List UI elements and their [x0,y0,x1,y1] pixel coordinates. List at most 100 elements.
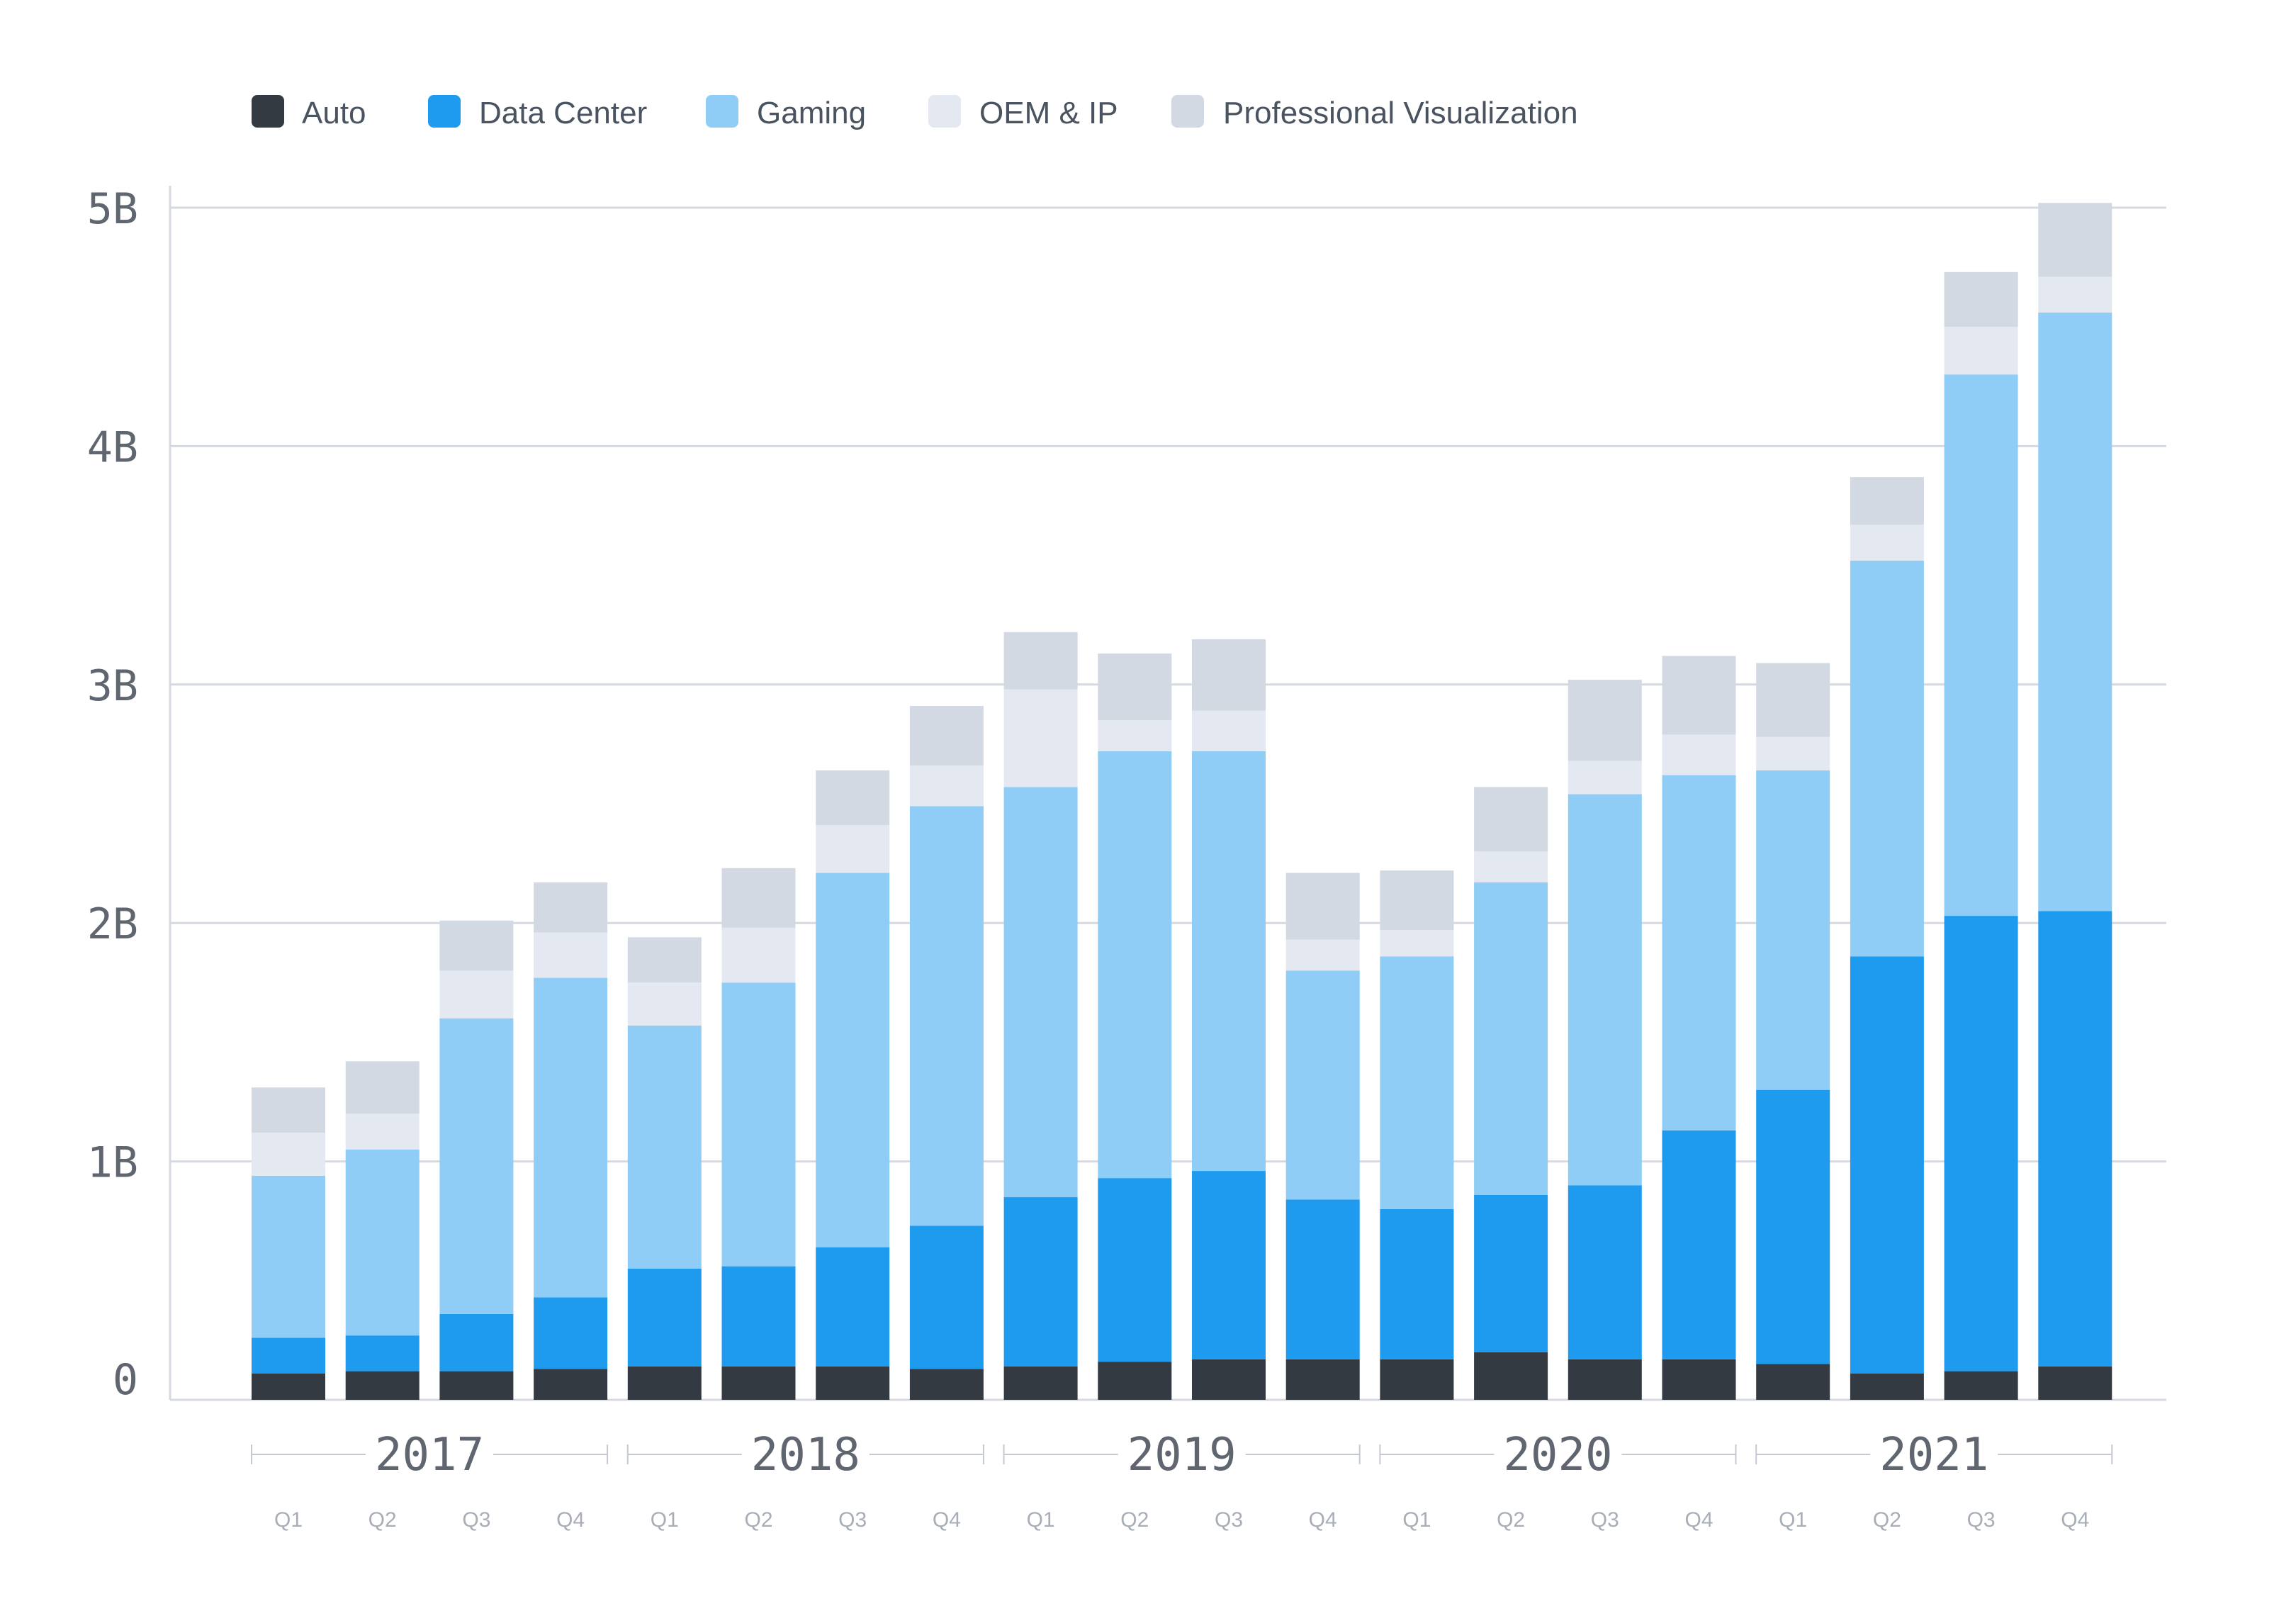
bar-gaming[interactable] [534,977,608,1298]
bar-professional-visualization[interactable] [1003,632,1078,690]
bar-auto[interactable] [627,1366,702,1400]
bar-auto[interactable] [1003,1366,1078,1400]
bar-professional-visualization[interactable] [1662,656,1736,735]
bar-gaming[interactable] [2038,313,2112,911]
bar-data-center[interactable] [1380,1208,1454,1359]
bar-gaming[interactable] [909,806,984,1226]
bar-oem-ip[interactable] [534,932,608,978]
bar-professional-visualization[interactable] [816,770,890,826]
bar-professional-visualization[interactable] [909,706,984,766]
bar-professional-visualization[interactable] [721,868,796,928]
bar-auto[interactable] [1474,1352,1548,1400]
bar-gaming[interactable] [627,1025,702,1269]
bar-data-center[interactable] [721,1266,796,1367]
bar-oem-ip[interactable] [1756,736,1830,770]
legend-item-professional-visualization[interactable]: Professional Visualization [1171,95,1578,130]
legend-item-auto[interactable]: Auto [252,95,366,130]
legend-item-data-center[interactable]: Data Center [428,95,647,130]
bar-gaming[interactable] [1003,787,1078,1198]
bar-data-center[interactable] [1662,1130,1736,1359]
bar-auto[interactable] [1192,1359,1266,1400]
bar-auto[interactable] [1662,1359,1736,1400]
bar-professional-visualization[interactable] [439,920,514,971]
bar-data-center[interactable] [2038,911,2112,1367]
bar-oem-ip[interactable] [252,1133,325,1176]
bar-gaming[interactable] [1098,751,1172,1179]
bar-gaming[interactable] [1662,775,1736,1130]
bar-data-center[interactable] [1474,1194,1548,1352]
bar-data-center[interactable] [1098,1178,1172,1362]
bar-oem-ip[interactable] [1285,939,1360,971]
bar-auto[interactable] [1944,1371,2018,1400]
bar-oem-ip[interactable] [1474,851,1548,883]
bar-data-center[interactable] [1756,1089,1830,1364]
bar-data-center[interactable] [345,1335,420,1371]
bar-oem-ip[interactable] [2038,276,2112,313]
bar-oem-ip[interactable] [816,825,890,873]
bar-oem-ip[interactable] [1944,327,2018,375]
bar-professional-visualization[interactable] [1285,872,1360,940]
bar-gaming[interactable] [1944,374,2018,916]
bar-oem-ip[interactable] [627,982,702,1026]
bar-professional-visualization[interactable] [1850,477,1924,525]
bar-professional-visualization[interactable] [1098,653,1172,721]
bar-data-center[interactable] [1568,1185,1642,1359]
legend-item-oem-ip[interactable]: OEM & IP [928,95,1118,130]
bar-gaming[interactable] [816,872,890,1247]
bar-professional-visualization[interactable] [345,1061,420,1114]
bar-oem-ip[interactable] [1662,734,1736,775]
bar-gaming[interactable] [1285,970,1360,1200]
bar-auto[interactable] [534,1369,608,1400]
legend-item-gaming[interactable]: Gaming [706,95,866,130]
bar-gaming[interactable] [1474,882,1548,1195]
bar-auto[interactable] [816,1366,890,1400]
bar-auto[interactable] [1850,1373,1924,1400]
bar-professional-visualization[interactable] [627,937,702,983]
bar-professional-visualization[interactable] [534,882,608,933]
bar-professional-visualization[interactable] [252,1087,325,1133]
bar-auto[interactable] [345,1371,420,1400]
bar-professional-visualization[interactable] [2038,203,2112,277]
bar-auto[interactable] [1098,1362,1172,1400]
bar-auto[interactable] [439,1371,514,1400]
bar-gaming[interactable] [1850,560,1924,957]
bar-auto[interactable] [1285,1359,1360,1400]
bar-data-center[interactable] [1944,916,2018,1371]
bar-auto[interactable] [2038,1366,2112,1400]
bar-data-center[interactable] [627,1268,702,1367]
bar-oem-ip[interactable] [721,927,796,983]
bar-gaming[interactable] [252,1175,325,1338]
bar-gaming[interactable] [1192,751,1266,1172]
bar-oem-ip[interactable] [345,1113,420,1150]
bar-data-center[interactable] [1192,1171,1266,1359]
bar-oem-ip[interactable] [1192,710,1266,751]
bar-oem-ip[interactable] [439,970,514,1019]
bar-auto[interactable] [909,1369,984,1400]
bar-gaming[interactable] [721,982,796,1267]
bar-data-center[interactable] [1003,1197,1078,1367]
bar-data-center[interactable] [534,1297,608,1369]
bar-gaming[interactable] [1380,956,1454,1209]
bar-auto[interactable] [252,1373,325,1400]
bar-professional-visualization[interactable] [1474,787,1548,852]
bar-data-center[interactable] [909,1225,984,1369]
bar-gaming[interactable] [1756,770,1830,1090]
bar-oem-ip[interactable] [1850,524,1924,561]
bar-oem-ip[interactable] [1003,689,1078,787]
bar-professional-visualization[interactable] [1192,639,1266,711]
bar-gaming[interactable] [345,1149,420,1336]
bar-gaming[interactable] [439,1018,514,1314]
bar-auto[interactable] [1380,1359,1454,1400]
bar-auto[interactable] [1756,1364,1830,1400]
bar-oem-ip[interactable] [909,765,984,807]
bar-oem-ip[interactable] [1380,930,1454,957]
bar-data-center[interactable] [1850,956,1924,1374]
bar-oem-ip[interactable] [1568,761,1642,795]
bar-data-center[interactable] [1285,1199,1360,1359]
bar-auto[interactable] [721,1366,796,1400]
bar-data-center[interactable] [252,1337,325,1374]
bar-gaming[interactable] [1568,794,1642,1186]
bar-data-center[interactable] [816,1247,890,1367]
bar-oem-ip[interactable] [1098,720,1172,751]
bar-professional-visualization[interactable] [1756,663,1830,737]
